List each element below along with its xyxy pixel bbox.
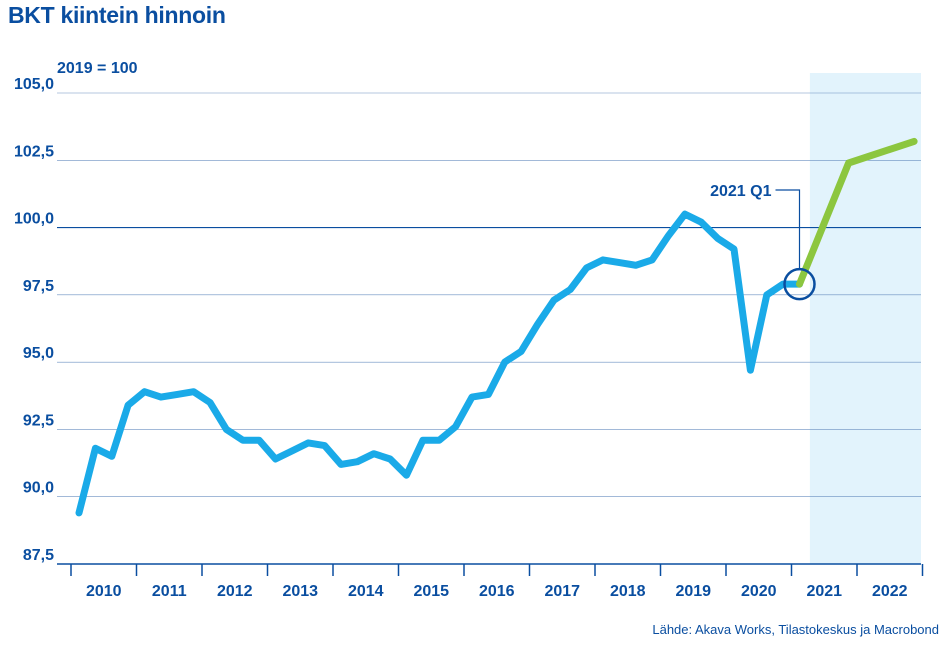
x-tick-label: 2015 (413, 583, 449, 600)
y-tick-label: 97,5 (23, 278, 54, 295)
actual-series-line (75, 210, 803, 517)
chart-title: BKT kiintein hinnoin (8, 2, 226, 28)
x-tick-label: 2018 (610, 583, 646, 600)
x-tick-label: 2020 (741, 583, 777, 600)
y-axis-unit-label: 2019 = 100 (57, 60, 138, 77)
y-tick-label: 100,0 (14, 211, 54, 228)
x-tick-label: 2010 (86, 583, 122, 600)
y-tick-label: 90,0 (23, 480, 54, 497)
x-tick-label: 2014 (348, 583, 384, 600)
y-tick-label: 92,5 (23, 412, 54, 429)
source-note: Lähde: Akava Works, Tilastokeskus ja Mac… (652, 622, 939, 637)
forecast-series-line (796, 137, 918, 288)
annotation-leader-line (775, 189, 801, 270)
y-tick-label: 102,5 (14, 143, 54, 160)
x-tick-label: 2022 (872, 583, 908, 600)
x-tick-label: 2013 (282, 583, 318, 600)
x-tick-label: 2016 (479, 583, 515, 600)
y-tick-label: 105,0 (14, 76, 54, 93)
x-tick-label: 2011 (152, 583, 187, 600)
x-tick-label: 2021 (806, 583, 842, 600)
x-tick-label: 2012 (217, 583, 253, 600)
x-tick-label: 2019 (675, 583, 711, 600)
x-tick-label: 2017 (544, 583, 580, 600)
y-tick-label: 95,0 (23, 345, 54, 362)
annotation-label: 2021 Q1 (710, 183, 771, 200)
y-tick-label: 87,5 (23, 547, 54, 564)
